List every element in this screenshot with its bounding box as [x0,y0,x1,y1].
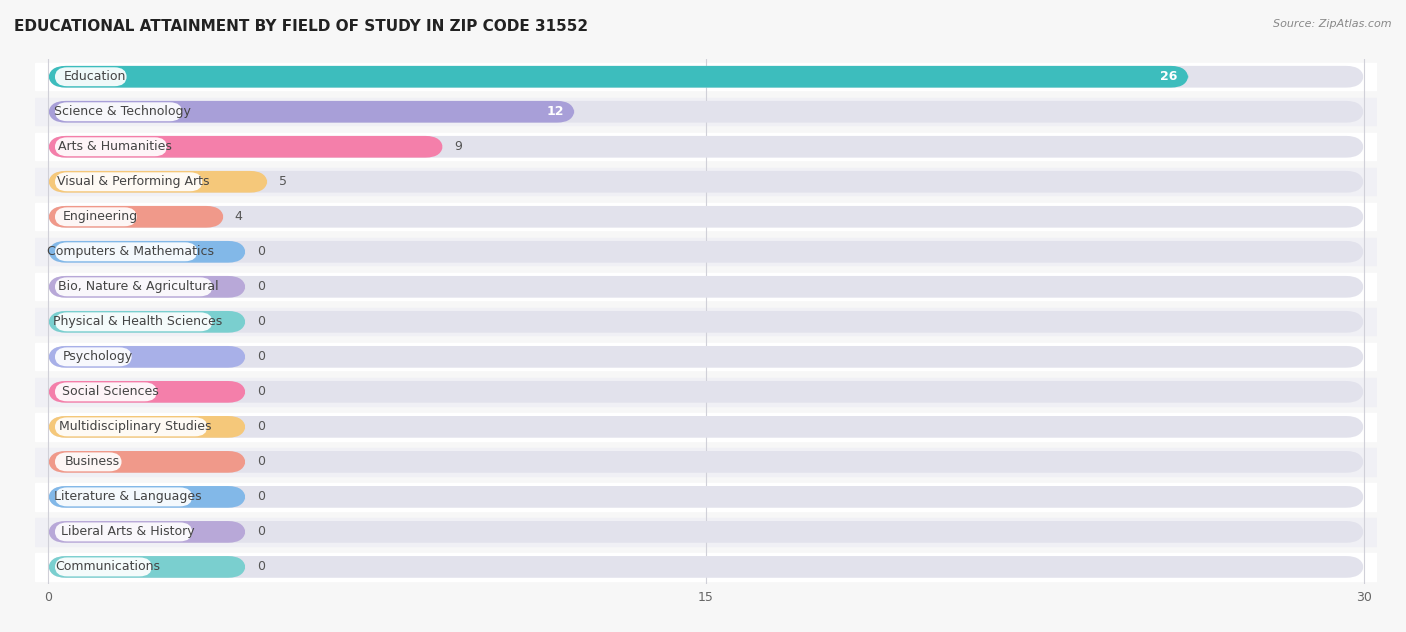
FancyBboxPatch shape [48,556,246,578]
Text: Bio, Nature & Agricultural: Bio, Nature & Agricultural [58,281,218,293]
FancyBboxPatch shape [55,487,193,506]
Text: Source: ZipAtlas.com: Source: ZipAtlas.com [1274,19,1392,29]
FancyBboxPatch shape [55,382,157,401]
FancyBboxPatch shape [48,101,575,123]
FancyBboxPatch shape [55,207,136,226]
Text: Psychology: Psychology [63,350,132,363]
Bar [35,133,1376,161]
Text: 5: 5 [278,175,287,188]
Text: Computers & Mathematics: Computers & Mathematics [46,245,214,258]
FancyBboxPatch shape [48,171,1364,193]
FancyBboxPatch shape [55,453,121,471]
FancyBboxPatch shape [48,206,1364,228]
Text: Liberal Arts & History: Liberal Arts & History [60,525,195,538]
FancyBboxPatch shape [48,346,1364,368]
Text: 26: 26 [1160,70,1177,83]
FancyBboxPatch shape [55,137,167,156]
FancyBboxPatch shape [55,523,193,542]
Text: 9: 9 [454,140,461,154]
Bar [35,238,1376,265]
FancyBboxPatch shape [48,346,246,368]
FancyBboxPatch shape [55,102,183,121]
Text: Physical & Health Sciences: Physical & Health Sciences [53,315,222,329]
FancyBboxPatch shape [55,67,127,86]
Bar [35,308,1376,336]
Text: Literature & Languages: Literature & Languages [53,490,201,503]
Text: Communications: Communications [55,561,160,573]
FancyBboxPatch shape [48,486,246,507]
FancyBboxPatch shape [48,311,246,332]
FancyBboxPatch shape [48,241,1364,263]
FancyBboxPatch shape [48,521,1364,543]
FancyBboxPatch shape [55,312,212,331]
FancyBboxPatch shape [48,276,246,298]
Bar [35,553,1376,581]
Text: 0: 0 [257,525,264,538]
FancyBboxPatch shape [48,241,246,263]
Bar [35,448,1376,475]
FancyBboxPatch shape [48,136,443,157]
Text: 0: 0 [257,456,264,468]
Text: 0: 0 [257,420,264,434]
Text: Social Sciences: Social Sciences [62,386,159,398]
FancyBboxPatch shape [48,171,267,193]
Bar [35,518,1376,545]
Text: 4: 4 [235,210,243,223]
FancyBboxPatch shape [48,486,1364,507]
Text: 0: 0 [257,315,264,329]
Bar [35,343,1376,370]
FancyBboxPatch shape [48,416,1364,438]
FancyBboxPatch shape [55,417,207,436]
Text: 0: 0 [257,281,264,293]
Bar [35,63,1376,90]
Bar [35,98,1376,125]
Text: 12: 12 [546,106,564,118]
Text: Business: Business [65,456,120,468]
Text: EDUCATIONAL ATTAINMENT BY FIELD OF STUDY IN ZIP CODE 31552: EDUCATIONAL ATTAINMENT BY FIELD OF STUDY… [14,19,588,34]
FancyBboxPatch shape [55,173,202,191]
FancyBboxPatch shape [48,311,1364,332]
Bar [35,168,1376,195]
Text: 0: 0 [257,490,264,503]
FancyBboxPatch shape [48,381,246,403]
FancyBboxPatch shape [48,136,1364,157]
Bar [35,378,1376,406]
Text: 0: 0 [257,386,264,398]
FancyBboxPatch shape [48,521,246,543]
Text: Engineering: Engineering [63,210,138,223]
FancyBboxPatch shape [48,556,1364,578]
FancyBboxPatch shape [48,381,1364,403]
FancyBboxPatch shape [48,66,1364,88]
FancyBboxPatch shape [48,101,1364,123]
Text: 0: 0 [257,561,264,573]
Text: Arts & Humanities: Arts & Humanities [59,140,173,154]
Bar [35,413,1376,441]
FancyBboxPatch shape [55,277,212,296]
FancyBboxPatch shape [55,348,132,367]
Bar [35,273,1376,300]
FancyBboxPatch shape [48,206,224,228]
Text: Science & Technology: Science & Technology [55,106,191,118]
Text: 0: 0 [257,245,264,258]
FancyBboxPatch shape [48,276,1364,298]
Text: 0: 0 [257,350,264,363]
FancyBboxPatch shape [48,451,246,473]
Text: Multidisciplinary Studies: Multidisciplinary Studies [59,420,212,434]
FancyBboxPatch shape [48,416,246,438]
Text: Education: Education [63,70,127,83]
Bar [35,203,1376,231]
Text: Visual & Performing Arts: Visual & Performing Arts [56,175,209,188]
Bar [35,483,1376,511]
FancyBboxPatch shape [55,242,197,261]
FancyBboxPatch shape [55,557,152,576]
FancyBboxPatch shape [48,66,1188,88]
FancyBboxPatch shape [48,451,1364,473]
